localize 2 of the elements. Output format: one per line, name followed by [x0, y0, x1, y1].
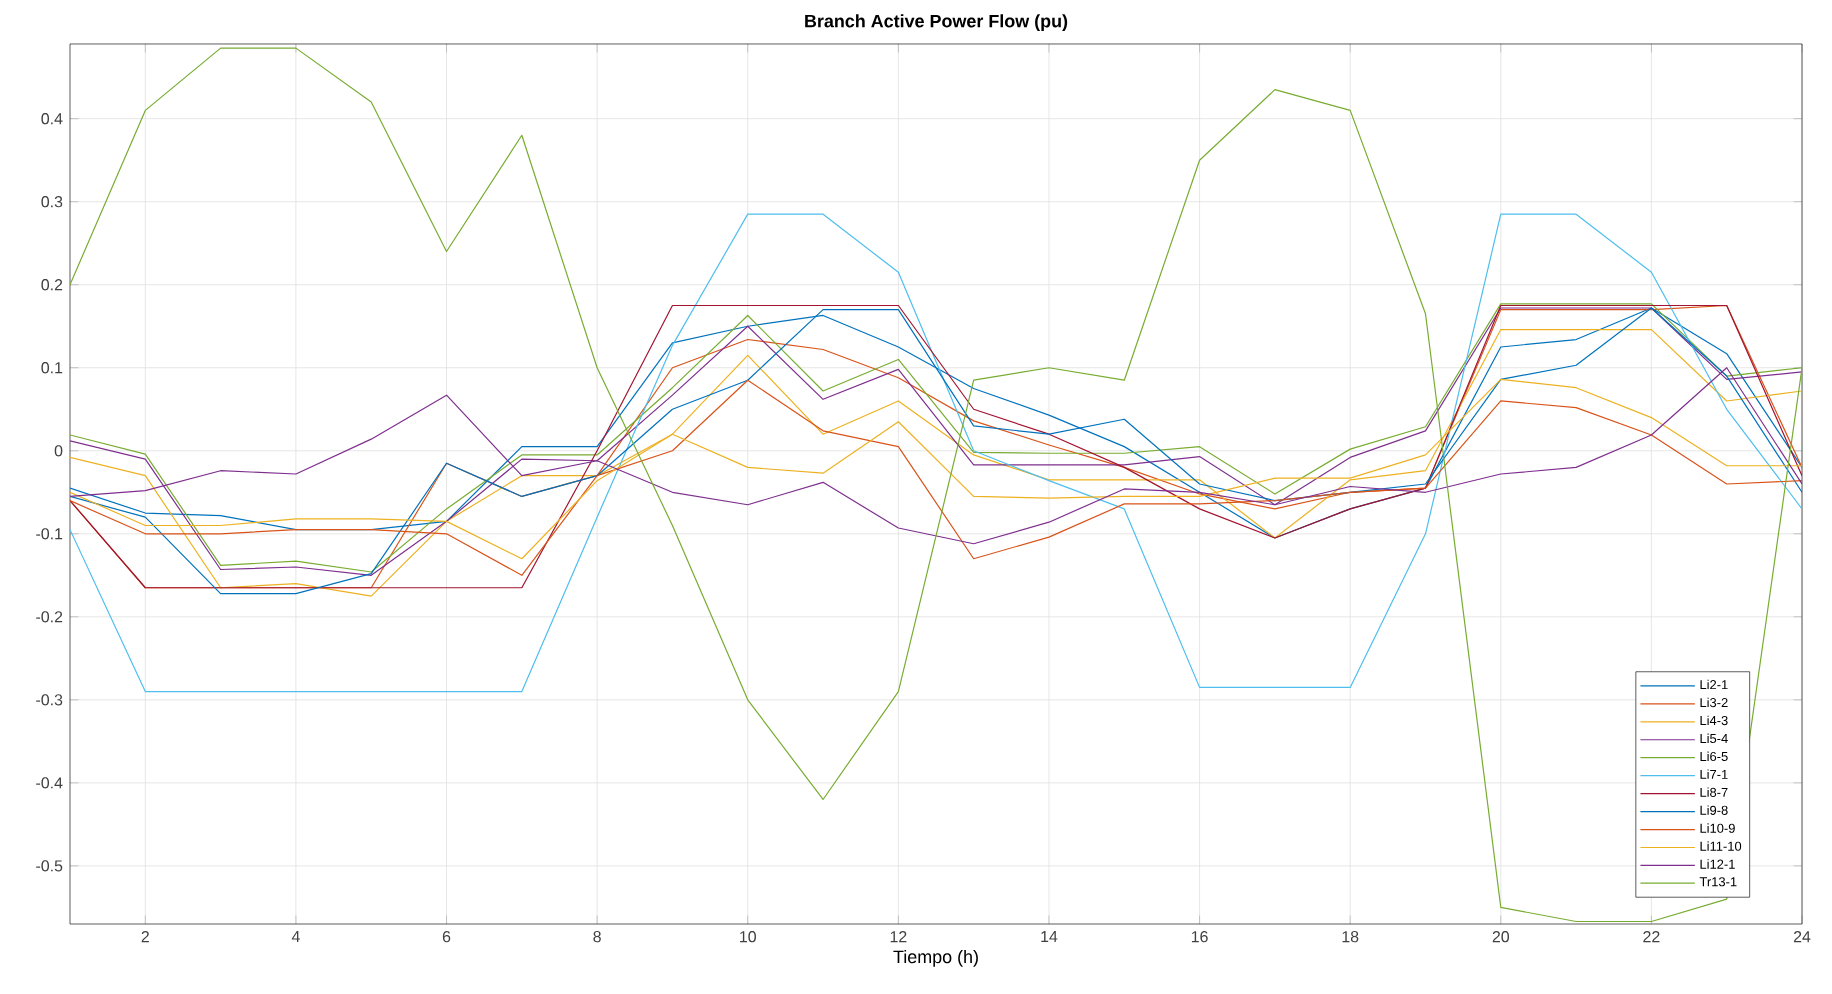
chart-title: Branch Active Power Flow (pu) — [805, 14, 1068, 31]
x-axis-title: Tiempo (h) — [893, 950, 978, 967]
